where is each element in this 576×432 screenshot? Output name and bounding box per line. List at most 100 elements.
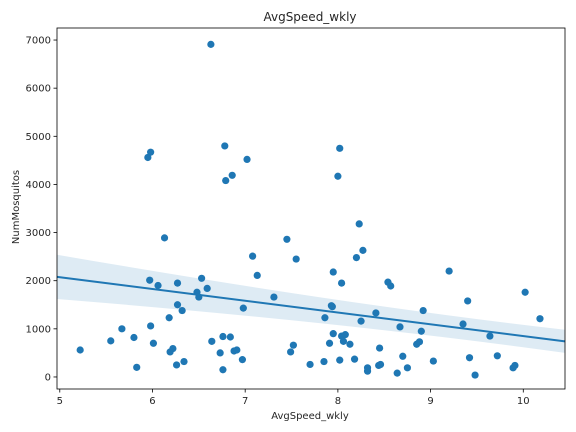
data-point [76, 346, 84, 354]
data-point [375, 344, 384, 352]
data-point [207, 40, 215, 48]
x-tick-label: 5 [57, 396, 63, 407]
data-point [486, 332, 494, 340]
data-point [357, 317, 365, 325]
data-point [352, 253, 361, 262]
data-point [355, 220, 363, 228]
data-point [172, 361, 181, 369]
data-point [403, 364, 412, 372]
data-point [336, 356, 344, 364]
data-point [321, 314, 329, 322]
data-point [445, 267, 453, 275]
data-point [146, 276, 154, 284]
data-point [329, 268, 337, 276]
data-point [320, 357, 328, 366]
data-point [329, 330, 337, 338]
data-point [221, 142, 229, 150]
data-point [248, 252, 257, 260]
data-point [173, 301, 182, 309]
data-point [160, 234, 169, 242]
axes-frame [56, 27, 566, 390]
data-point [154, 281, 162, 290]
data-point [149, 339, 158, 347]
data-point [198, 274, 206, 282]
data-point [359, 246, 367, 254]
data-point [471, 371, 479, 379]
data-point [325, 339, 334, 347]
data-point [118, 325, 126, 333]
data-point [399, 352, 407, 360]
confidence-band [57, 254, 565, 353]
data-point [222, 176, 230, 185]
y-tick-label: 6000 [26, 84, 51, 95]
data-point [306, 360, 314, 369]
data-point [165, 314, 173, 322]
data-point [130, 333, 138, 342]
data-point [216, 349, 224, 357]
data-point [219, 332, 227, 341]
data-point [350, 355, 359, 363]
data-point [173, 279, 182, 287]
x-axis-label: AvgSpeed_wkly [271, 411, 349, 422]
data-point [511, 361, 519, 370]
data-point [144, 153, 152, 162]
data-point [253, 271, 261, 280]
data-point [226, 333, 234, 341]
data-point [107, 337, 115, 345]
data-point [180, 357, 188, 366]
data-point [289, 341, 297, 349]
data-point [346, 340, 354, 348]
y-tick-label: 5000 [26, 132, 51, 143]
data-point [270, 293, 278, 301]
y-tick-label: 7000 [26, 36, 51, 47]
data-point [328, 303, 336, 311]
data-point [419, 306, 427, 315]
y-tick-label: 2000 [26, 276, 51, 287]
x-tick-label: 9 [427, 396, 433, 407]
x-tick-label: 7 [242, 396, 248, 407]
data-point [228, 171, 236, 179]
data-point [459, 320, 467, 328]
data-point [203, 284, 211, 293]
x-tick-label: 10 [517, 396, 530, 407]
data-point [339, 337, 348, 345]
data-point [493, 352, 501, 360]
data-point [536, 315, 544, 323]
x-tick-label: 6 [149, 396, 155, 407]
y-tick-label: 4000 [26, 180, 51, 191]
data-point [396, 323, 404, 331]
data-point [287, 348, 295, 356]
data-point [465, 354, 474, 362]
axes: 5 6 7 8 9 10 0 1000 2000 3000 4000 5000 6000 7000 [26, 27, 566, 407]
data-point [147, 148, 155, 156]
data-point [415, 338, 424, 346]
data-point [336, 144, 344, 152]
data-point [133, 363, 141, 371]
data-point [363, 364, 372, 372]
data-point [376, 360, 385, 369]
data-point [243, 155, 251, 164]
data-point [292, 255, 300, 263]
y-tick-label: 0 [45, 372, 51, 383]
y-axis-label: NumMosquitos [11, 170, 22, 244]
data-point [219, 366, 227, 374]
y-tick-label: 1000 [26, 324, 51, 335]
data-point [393, 369, 401, 377]
data-point [169, 344, 177, 353]
data-point [178, 306, 186, 315]
data-point [429, 357, 437, 365]
data-point [337, 279, 346, 287]
data-point [387, 282, 395, 290]
chart-title: AvgSpeed_wkly [263, 10, 356, 24]
data-point [147, 322, 155, 330]
data-point [372, 309, 380, 317]
data-point [238, 356, 247, 364]
regression-line [56, 275, 566, 343]
data-point [417, 327, 425, 335]
data-point [464, 297, 472, 305]
data-point [239, 304, 247, 312]
data-point [233, 346, 241, 354]
y-tick-label: 3000 [26, 228, 51, 239]
data-point [521, 288, 529, 296]
